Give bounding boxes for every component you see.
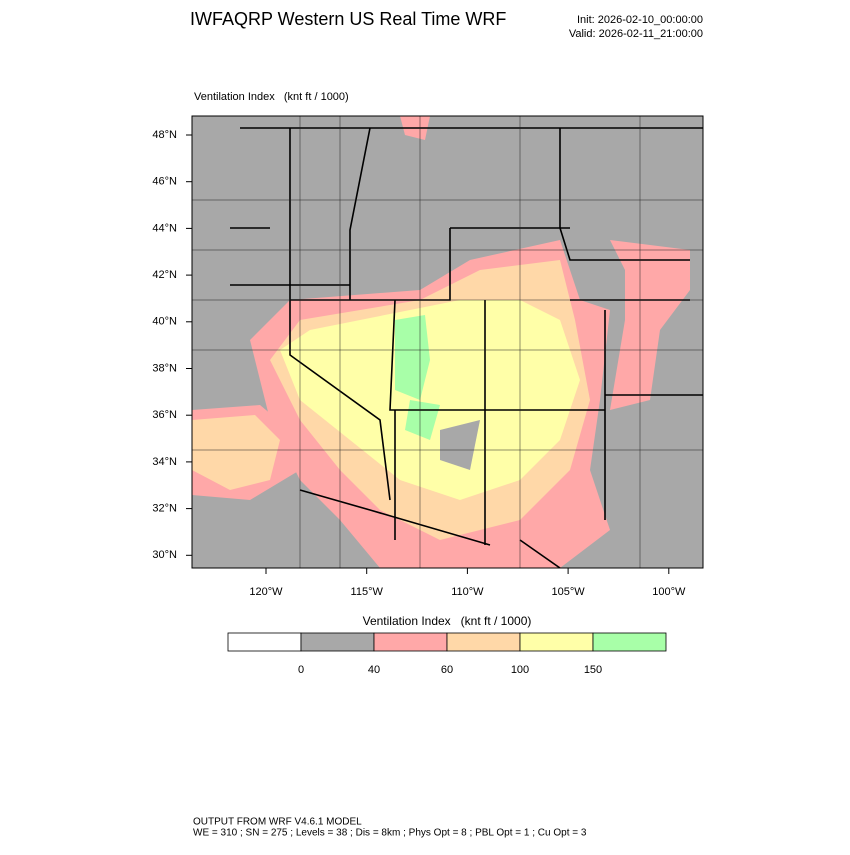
footer-line: OUTPUT FROM WRF V4.6.1 MODEL bbox=[193, 817, 362, 828]
border bbox=[299, 489, 561, 568]
colorbar-label: 150 bbox=[584, 664, 602, 676]
colorbar-title: Ventilation Index (knt ft / 1000) bbox=[363, 614, 532, 628]
colorbar-box bbox=[446, 632, 521, 652]
lat-tick-label: 36°N bbox=[152, 409, 177, 421]
colorbar-box bbox=[227, 632, 302, 652]
colorbar-box bbox=[592, 632, 667, 652]
lat-tick-label: 38°N bbox=[152, 362, 177, 374]
lat-tick-label: 42°N bbox=[152, 269, 177, 281]
county-line bbox=[192, 116, 703, 568]
region bbox=[192, 415, 280, 490]
colorbar-box bbox=[519, 632, 594, 652]
colorbar-label: 100 bbox=[511, 664, 529, 676]
valid-time: Valid: 2026-02-11_21:00:00 bbox=[569, 28, 703, 40]
lat-tick-label: 30°N bbox=[152, 549, 177, 561]
region bbox=[440, 420, 480, 470]
colorbar-box bbox=[300, 632, 375, 652]
title: IWFAQRP Western US Real Time WRF bbox=[190, 9, 506, 29]
lat-tick-label: 40°N bbox=[152, 316, 177, 328]
lat-tick-label: 32°N bbox=[152, 503, 177, 515]
colorbar-label: 0 bbox=[298, 664, 304, 676]
lon-tick-label: 105°W bbox=[552, 586, 586, 598]
region bbox=[395, 315, 430, 400]
lon-tick-label: 120°W bbox=[249, 586, 283, 598]
lat-tick-label: 48°N bbox=[152, 129, 177, 141]
colorbar-label: 60 bbox=[441, 664, 453, 676]
map-frame bbox=[191, 115, 704, 569]
region bbox=[610, 240, 690, 410]
lat-tick-label: 44°N bbox=[152, 222, 177, 234]
init-time: Init: 2026-02-10_00:00:00 bbox=[577, 14, 703, 26]
colorbar-box bbox=[373, 632, 448, 652]
lon-tick-label: 115°W bbox=[351, 586, 384, 598]
map bbox=[191, 115, 704, 569]
lon-tick-label: 100°W bbox=[652, 586, 686, 598]
lon-tick-label: 110°W bbox=[451, 586, 484, 598]
map-label: Ventilation Index (knt ft / 1000) bbox=[194, 91, 349, 103]
lat-tick-label: 46°N bbox=[152, 176, 177, 188]
colorbar-label: 40 bbox=[368, 664, 380, 676]
lat-tick-label: 34°N bbox=[152, 456, 177, 468]
footer-line: WE = 310 ; SN = 275 ; Levels = 38 ; Dis … bbox=[193, 828, 587, 839]
